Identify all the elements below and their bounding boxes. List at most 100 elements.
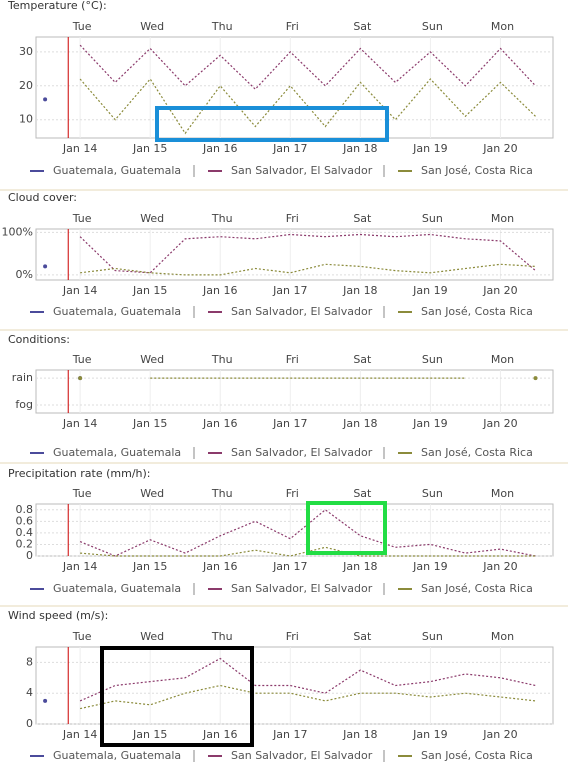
x-tick-label: Jan 15: [132, 560, 167, 573]
legend-label: Guatemala, Guatemala: [53, 749, 181, 762]
x-tick-label: Jan 14: [62, 284, 97, 297]
legend-label: Guatemala, Guatemala: [53, 446, 181, 459]
day-label: Wed: [140, 353, 164, 366]
legend-label: Guatemala, Guatemala: [53, 164, 181, 177]
x-tick-label: Jan 20: [482, 560, 517, 573]
legend-label: Guatemala, Guatemala: [53, 582, 181, 595]
x-tick-label: Jan 19: [412, 284, 447, 297]
day-label: Mon: [491, 630, 514, 643]
x-tick-label: Jan 18: [342, 417, 377, 430]
legend-label: San Salvador, El Salvador: [231, 749, 373, 762]
y-tick-label: 0: [26, 717, 33, 730]
x-tick-label: Jan 18: [342, 560, 377, 573]
plots: Temperature (°C): Jan 14 Jan 15 Jan 16 Jan 1…: [2, 0, 554, 762]
x-tick-label: Jan 20: [482, 728, 517, 741]
x-tick-label: Jan 16: [202, 417, 237, 430]
panel-title: Precipitation rate (mm/h):: [8, 467, 151, 480]
y-tick-label: 20: [19, 79, 33, 92]
data-point: [43, 97, 48, 102]
x-tick-label: Jan 17: [272, 417, 307, 430]
x-tick-label: Jan 18: [342, 142, 377, 155]
legend-label: San José, Costa Rica: [421, 164, 533, 177]
plot-area: [35, 36, 554, 139]
x-tick-label: Jan 19: [412, 728, 447, 741]
y-tick-label: fog: [15, 398, 33, 411]
x-tick-label: Jan 18: [342, 284, 377, 297]
highlight-box: [306, 501, 387, 555]
x-tick-label: Jan 19: [412, 417, 447, 430]
data-point: [78, 376, 83, 381]
panel-title: Wind speed (m/s):: [8, 609, 108, 622]
x-tick-label: Jan 17: [272, 728, 307, 741]
day-label: Wed: [140, 212, 164, 225]
day-label: Mon: [491, 487, 514, 500]
x-tick-label: Jan 19: [412, 560, 447, 573]
y-tick-label: 4: [26, 686, 33, 699]
plot-area: [35, 646, 554, 725]
plot-area: [35, 228, 554, 281]
day-label: Sat: [353, 630, 372, 643]
legend-label: San Salvador, El Salvador: [231, 164, 373, 177]
x-tick-label: Jan 14: [62, 417, 97, 430]
x-tick-label: Jan 15: [132, 284, 167, 297]
day-label: Thu: [211, 20, 233, 33]
y-tick-label: 0: [26, 549, 33, 562]
day-label: Sat: [353, 353, 372, 366]
day-label: Wed: [140, 20, 164, 33]
legend-label: San Salvador, El Salvador: [231, 582, 373, 595]
day-label: Tue: [72, 212, 92, 225]
day-label: Sun: [422, 212, 443, 225]
y-tick-label: rain: [12, 371, 33, 384]
x-tick-label: Jan 17: [272, 560, 307, 573]
legend-label: San José, Costa Rica: [421, 749, 533, 762]
y-tick-label: 30: [19, 45, 33, 58]
y-tick-label: 0%: [16, 268, 33, 281]
day-label: Tue: [72, 630, 92, 643]
day-label: Fri: [286, 20, 299, 33]
x-tick-label: Jan 18: [342, 728, 377, 741]
day-label: Thu: [211, 630, 233, 643]
day-label: Sat: [353, 487, 372, 500]
day-label: Tue: [72, 20, 92, 33]
day-label: Sun: [422, 487, 443, 500]
x-tick-label: Jan 20: [482, 142, 517, 155]
day-label: Sat: [353, 20, 372, 33]
legend-label: San José, Costa Rica: [421, 446, 533, 459]
x-tick-label: Jan 15: [132, 142, 167, 155]
x-tick-label: Jan 16: [202, 284, 237, 297]
legend-label: San José, Costa Rica: [421, 582, 533, 595]
x-tick-label: Jan 20: [482, 417, 517, 430]
x-tick-label: Jan 19: [412, 142, 447, 155]
legend-label: San Salvador, El Salvador: [231, 446, 373, 459]
day-label: Sun: [422, 630, 443, 643]
day-label: Sun: [422, 20, 443, 33]
day-label: Mon: [491, 20, 514, 33]
legend-label: San José, Costa Rica: [421, 305, 533, 318]
panel-title: Conditions:: [8, 333, 70, 346]
y-tick-label: 0.4: [16, 526, 34, 539]
day-label: Mon: [491, 353, 514, 366]
y-tick-label: 8: [26, 655, 33, 668]
day-label: Tue: [72, 487, 92, 500]
y-tick-label: 0.2: [16, 537, 34, 550]
day-label: Fri: [286, 212, 299, 225]
plot-area: [35, 369, 554, 414]
series-line: [79, 684, 536, 710]
day-label: Mon: [491, 212, 514, 225]
day-label: Sat: [353, 212, 372, 225]
series-line: [80, 263, 536, 276]
panel-title: Temperature (°C):: [7, 0, 107, 12]
x-tick-label: Jan 17: [272, 142, 307, 155]
highlight-box: [155, 106, 389, 142]
day-label: Thu: [211, 212, 233, 225]
day-label: Wed: [140, 487, 164, 500]
x-tick-label: Jan 14: [62, 728, 97, 741]
day-label: Fri: [286, 353, 299, 366]
plot-area: [35, 503, 554, 557]
y-tick-label: 0.8: [16, 503, 34, 516]
y-tick-label: 0.6: [16, 514, 34, 527]
legend-label: Guatemala, Guatemala: [53, 305, 181, 318]
x-tick-label: Jan 14: [62, 142, 97, 155]
